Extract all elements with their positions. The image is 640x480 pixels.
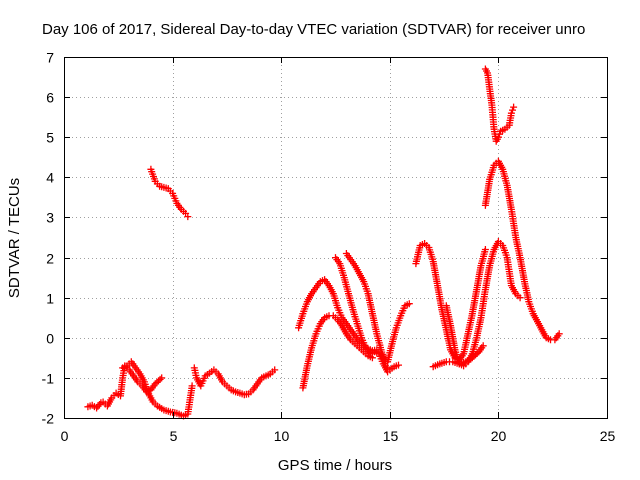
series-segment-13 xyxy=(481,157,563,344)
series-segment-8 xyxy=(342,250,402,374)
x-tick-label: 20 xyxy=(491,428,507,444)
point-marks xyxy=(119,358,196,420)
series-segment-2 xyxy=(119,358,196,420)
x-tick-label: 10 xyxy=(274,428,290,444)
y-tick-label: 7 xyxy=(46,50,54,66)
y-tick-label: 0 xyxy=(46,331,54,347)
grid xyxy=(64,57,607,418)
x-tick-label: 0 xyxy=(61,428,69,444)
x-tick-label: 25 xyxy=(600,428,616,444)
axis-ticks: 0 5 10 15 20 25 -2 -1 0 1 2 3 4 5 6 7 xyxy=(42,50,616,445)
x-tick-label: 15 xyxy=(383,428,399,444)
y-tick-label: 6 xyxy=(46,90,54,106)
x-tick-label: 5 xyxy=(170,428,178,444)
x-axis-label: GPS time / hours xyxy=(278,457,392,474)
point-marks xyxy=(190,364,279,399)
point-marks xyxy=(442,238,524,370)
y-axis-label: SDTVAR / TECUs xyxy=(6,178,23,298)
y-tick-label: 1 xyxy=(46,291,54,307)
series-segment-12 xyxy=(442,238,524,370)
y-tick-label: 4 xyxy=(46,170,54,186)
series-segment-9 xyxy=(384,300,413,366)
series-segment-14 xyxy=(481,65,518,145)
plot-frame xyxy=(64,57,608,419)
point-marks xyxy=(384,300,413,366)
y-tick-label: 3 xyxy=(46,210,54,226)
data-points xyxy=(84,65,563,420)
series-segment-4 xyxy=(190,364,279,399)
y-tick-label: 2 xyxy=(46,251,54,267)
series-segment-3 xyxy=(147,165,192,221)
y-tick-label: 5 xyxy=(46,130,54,146)
point-marks xyxy=(481,157,563,344)
point-marks xyxy=(147,165,192,221)
point-marks xyxy=(342,250,402,374)
chart-title: Day 106 of 2017, Sidereal Day-to-day VTE… xyxy=(42,21,585,38)
y-tick-label: -1 xyxy=(42,371,55,387)
series-segment-6 xyxy=(299,312,376,392)
point-marks xyxy=(481,65,518,145)
point-marks xyxy=(299,312,376,392)
y-tick-label: -2 xyxy=(42,411,55,427)
